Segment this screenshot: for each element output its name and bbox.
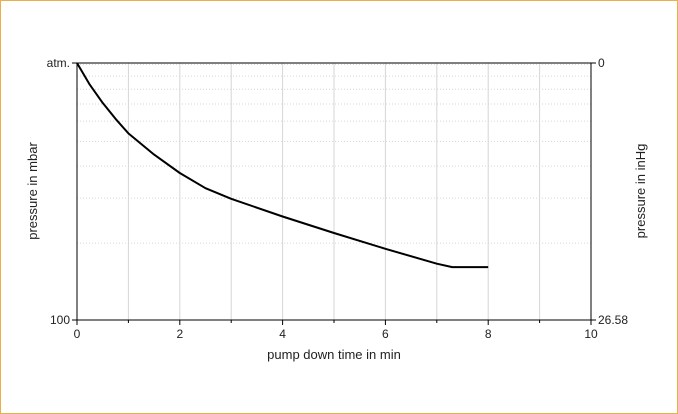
grid <box>77 63 591 320</box>
y-left-tick-label: 100 <box>50 313 70 327</box>
pump-down-curve <box>76 62 489 269</box>
x-tick-label: 2 <box>176 327 183 341</box>
x-tick-label: 10 <box>584 327 598 341</box>
series-group <box>76 62 489 269</box>
y-right-tick-label: 26.58 <box>598 313 628 327</box>
y-axis-left-title: pressure in mbar <box>25 142 40 240</box>
x-tick-label: 8 <box>485 327 492 341</box>
x-tick-label: 0 <box>74 327 81 341</box>
x-axis-title: pump down time in min <box>267 347 401 362</box>
y-right-tick-label: 0 <box>598 56 605 70</box>
y-left-tick-label: atm. <box>47 56 70 70</box>
x-axis: 0 2 4 6 8 10 <box>74 320 598 341</box>
x-tick-label: 6 <box>382 327 389 341</box>
x-tick-label: 4 <box>279 327 286 341</box>
y-axis-left: atm. 100 <box>47 56 77 327</box>
y-axis-right-title: pressure in inHg <box>633 144 648 239</box>
y-axis-right: 026.58 <box>591 56 628 327</box>
